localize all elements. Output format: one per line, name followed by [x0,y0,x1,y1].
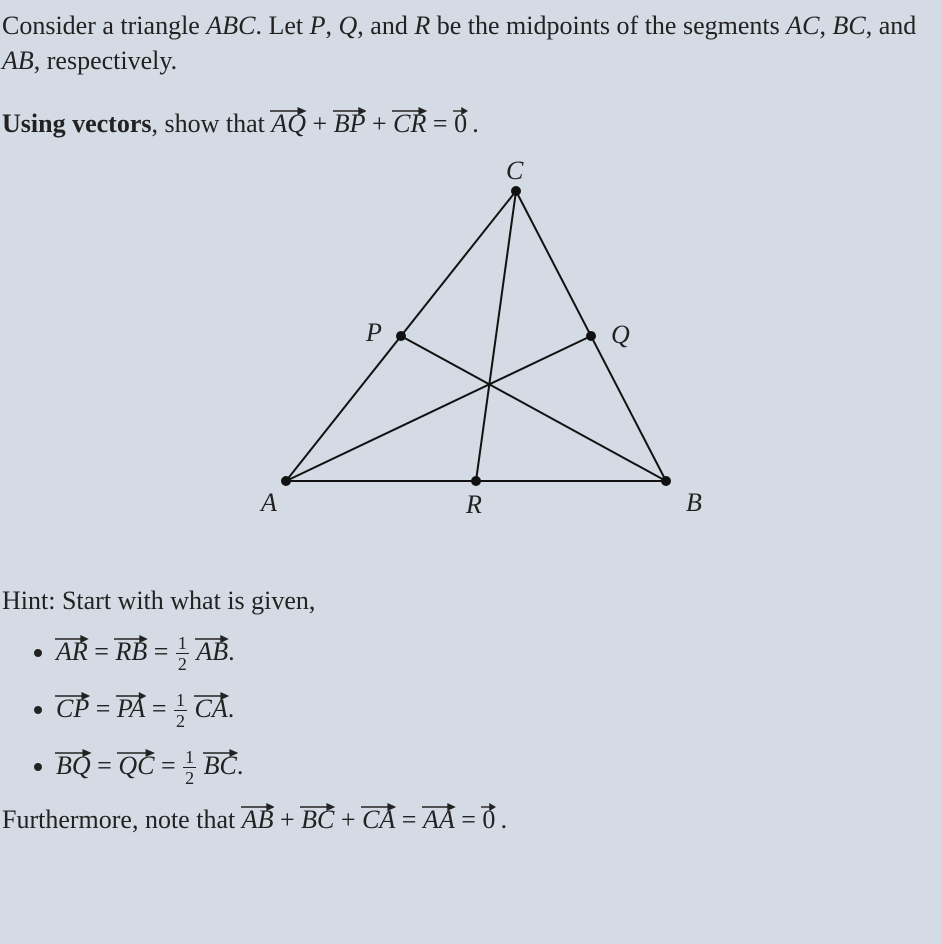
fraction-half: 12 [183,748,196,787]
vector-CA: CA [362,807,395,833]
text: , and [866,11,917,40]
vector-arrow-icon [481,802,496,812]
triangle-diagram: A B C P Q R [186,161,746,541]
text: , respectively. [34,46,177,75]
vector-CR: CR [393,111,426,137]
svg-text:P: P [365,318,382,347]
vector-arrow-icon [241,802,275,812]
text: = [152,694,173,723]
vector-arrow-icon [117,748,155,758]
vector-BC: BC [204,753,237,779]
fraction-half: 12 [176,634,189,673]
text: , [326,11,339,40]
svg-text:R: R [465,490,482,519]
vector-arrow-icon [361,802,396,812]
vector-arrow-icon [453,106,468,116]
text: . [495,805,507,834]
triangle-name: ABC [206,11,255,40]
vector-QC: QC [118,753,154,779]
text: = [154,637,175,666]
text: = [402,805,423,834]
text: = [96,694,117,723]
final-note: Furthermore, note that AB + BC + CA = AA… [2,805,930,835]
prove-line: Using vectors, show that AQ + BP + CR = … [2,106,926,142]
text: + [313,109,334,138]
text: be the midpoints of the segments [430,11,786,40]
vector-AQ: AQ [271,111,306,137]
problem-statement: Consider a triangle ABC. Let P, Q, and R… [2,8,926,78]
text: = [433,109,454,138]
vector-arrow-icon [392,106,427,116]
text: = [94,637,115,666]
segment-BC: BC [832,11,865,40]
vector-BP: BP [334,111,366,137]
vector-arrow-icon [333,106,367,116]
vector-AB: AB [196,639,228,665]
hint-item-2: CP = PA = 12 CA. [56,691,932,730]
vector-CA: CA [195,696,228,722]
vector-AR: AR [56,639,88,665]
vector-arrow-icon [203,748,238,758]
diagram-container: A B C P Q R [0,161,932,546]
text: , [819,11,832,40]
text: . [472,109,479,138]
vector-arrow-icon [270,106,307,116]
text: = [461,805,482,834]
fraction-half: 12 [174,691,187,730]
vector-RB: RB [115,639,147,665]
text: . Let [255,11,309,40]
svg-text:B: B [686,488,702,517]
vector-AB: AB [242,807,274,833]
hint-heading: Hint: Start with what is given, [2,586,930,616]
vector-arrow-icon [194,691,229,701]
vector-CP: CP [56,696,89,722]
text: , and [357,11,414,40]
zero-vector: 0 [454,111,467,137]
text: = [97,751,118,780]
page-root: Consider a triangle ABC. Let P, Q, and R… [0,0,942,944]
vector-arrow-icon [300,802,335,812]
vector-arrow-icon [195,634,229,644]
hint-item-1: AR = RB = 12 AB. [56,634,932,673]
svg-text:C: C [506,161,524,185]
vector-BC: BC [301,807,334,833]
vector-arrow-icon [55,748,92,758]
vector-BQ: BQ [56,753,91,779]
point-P: P [310,11,326,40]
text: Furthermore, note that [2,805,242,834]
point-Q: Q [339,11,358,40]
zero-vector: 0 [482,807,495,833]
vector-PA: PA [117,696,145,722]
point-R: R [414,11,430,40]
text: + [341,805,362,834]
text: + [372,109,393,138]
vector-arrow-icon [55,634,89,644]
segment-AB: AB [2,46,34,75]
text: + [280,805,301,834]
svg-text:Q: Q [611,320,630,349]
text: Consider a triangle [2,11,206,40]
svg-text:A: A [259,488,277,517]
hint-list: AR = RB = 12 AB. CP = PA = 12 CA. BQ = Q… [0,634,932,787]
hint-item-3: BQ = QC = 12 BC. [56,748,932,787]
text: , show that [151,109,271,138]
vector-arrow-icon [422,802,456,812]
vector-arrow-icon [55,691,90,701]
text: = [161,751,182,780]
vector-AA: AA [423,807,455,833]
bold-lead: Using vectors [2,109,151,138]
segment-AC: AC [786,11,819,40]
vector-arrow-icon [116,691,146,701]
vector-arrow-icon [114,634,148,644]
